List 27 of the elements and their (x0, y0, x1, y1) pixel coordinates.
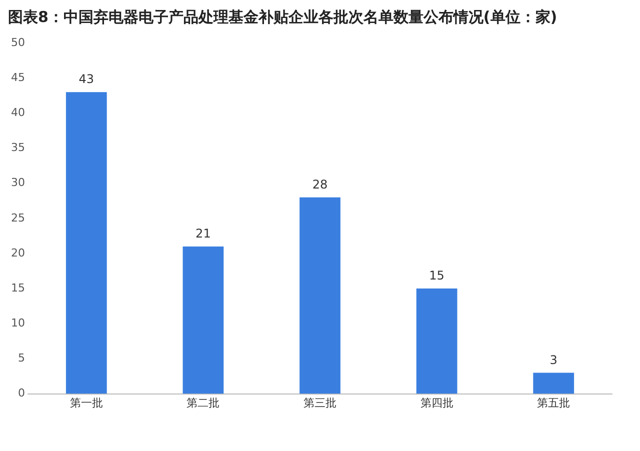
data-label: 21 (196, 226, 211, 241)
bar (182, 246, 224, 394)
y-tick-label: 35 (10, 141, 25, 154)
x-tick-label: 第一批 (70, 396, 103, 410)
y-tick-label: 45 (10, 70, 25, 84)
bar (533, 372, 574, 394)
data-label: 28 (312, 177, 328, 192)
bar (300, 197, 340, 394)
y-tick-label: 20 (10, 246, 25, 260)
y-tick-label: 15 (10, 281, 25, 294)
bar (416, 288, 458, 394)
x-tick-label: 第五批 (537, 396, 570, 410)
data-label: 15 (429, 268, 444, 283)
data-label: 43 (78, 72, 94, 86)
chart-title: 图表8：中国弃电器电子产品处理基金补贴企业各批次名单数量公布情况(单位：家) (8, 8, 558, 27)
y-tick-label: 30 (10, 176, 25, 190)
data-label: 3 (550, 352, 558, 367)
y-tick-label: 0 (18, 386, 25, 400)
x-tick-label: 第二批 (186, 396, 220, 410)
x-tick-label: 第三批 (304, 396, 336, 410)
bar (66, 92, 107, 394)
y-tick-label: 40 (10, 106, 25, 120)
y-tick-label: 50 (10, 36, 25, 49)
y-tick-label: 10 (10, 316, 25, 330)
y-tick-label: 25 (10, 211, 25, 224)
x-tick-label: 第四批 (420, 396, 454, 410)
y-tick-label: 5 (18, 352, 25, 365)
